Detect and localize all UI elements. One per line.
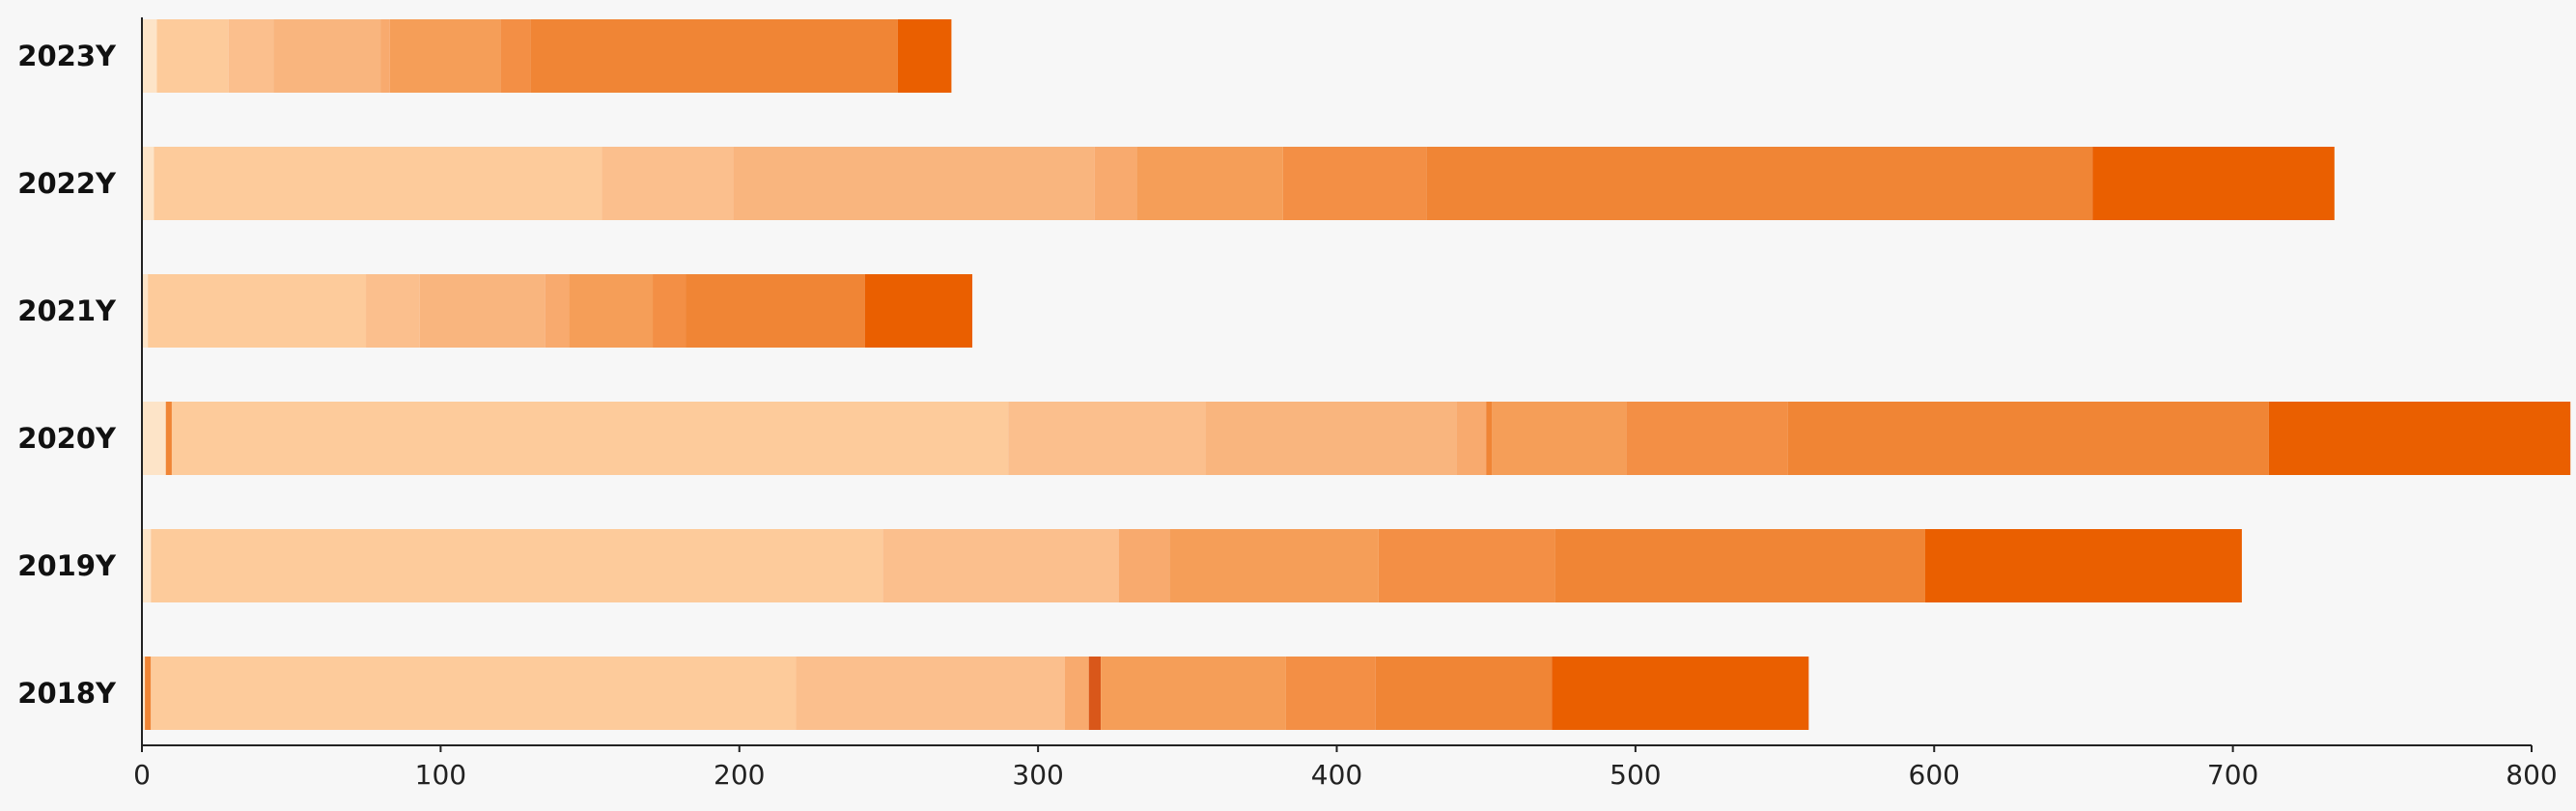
bar-segment-2020Y-7	[1492, 402, 1627, 475]
bar-segment-2018Y-2	[151, 657, 797, 730]
bar-segment-2019Y-3	[1118, 529, 1170, 602]
bar-segment-2020Y-2	[171, 402, 1009, 475]
bar-segment-2020Y-5	[1456, 402, 1487, 475]
bar-segment-2022Y-6	[1282, 147, 1427, 220]
bar-segment-2023Y-7	[530, 19, 898, 93]
bar-segment-2020Y-8	[1626, 402, 1788, 475]
bar-segment-2023Y-5	[389, 19, 501, 93]
bar-segment-2021Y-6	[653, 274, 686, 348]
x-tick-label: 400	[1311, 759, 1362, 791]
bar-segment-2021Y-1	[148, 274, 367, 348]
bar-segment-2019Y-4	[1169, 529, 1379, 602]
bar-segment-2018Y-5	[1088, 657, 1102, 730]
bar-segment-2021Y-8	[864, 274, 973, 348]
bar-segment-2023Y-2	[228, 19, 274, 93]
bar-segment-2018Y-8	[1375, 657, 1553, 730]
bar-segment-2020Y-0	[142, 402, 166, 475]
y-tick-label: 2019Y	[17, 549, 117, 582]
bar-segment-2022Y-2	[602, 147, 734, 220]
bar-segment-2020Y-3	[1008, 402, 1206, 475]
bar-segment-2021Y-7	[686, 274, 865, 348]
x-tick-labels: 0 100 200 300 400 500 600 700 800	[133, 745, 2558, 791]
bar-segment-2022Y-5	[1136, 147, 1283, 220]
x-tick-label: 0	[133, 759, 151, 791]
y-tick-label: 2020Y	[17, 422, 117, 455]
bar-segment-2020Y-9	[1787, 402, 2269, 475]
bar-segment-2020Y-10	[2268, 402, 2571, 475]
bar-segment-2021Y-4	[545, 274, 570, 348]
bar-segment-2019Y-7	[1924, 529, 2242, 602]
bar-segment-2023Y-4	[380, 19, 390, 93]
bar-segment-2018Y-7	[1285, 657, 1376, 730]
bar-segment-2023Y-0	[142, 19, 157, 93]
bar-segment-2021Y-3	[419, 274, 546, 348]
y-tick-labels: 2023Y 2022Y 2021Y 2020Y 2019Y 2018Y	[17, 40, 117, 710]
x-tick-label: 700	[2207, 759, 2258, 791]
bar-segment-2023Y-1	[156, 19, 229, 93]
y-tick-label: 2022Y	[17, 167, 117, 200]
x-tick-label: 200	[714, 759, 765, 791]
bar-segment-2021Y-0	[142, 274, 149, 348]
bar-segment-2023Y-3	[273, 19, 381, 93]
axes-layer	[141, 17, 2532, 746]
y-tick-label: 2018Y	[17, 677, 117, 710]
bar-segment-2020Y-6	[1486, 402, 1493, 475]
x-tick-label: 500	[1610, 759, 1661, 791]
bar-segment-2018Y-4	[1064, 657, 1089, 730]
bar-segment-2022Y-3	[733, 147, 1095, 220]
bar-segment-2018Y-1	[145, 657, 152, 730]
bars-layer	[142, 19, 2571, 730]
bar-segment-2018Y-0	[142, 657, 146, 730]
bar-segment-2022Y-8	[2092, 147, 2335, 220]
x-tick-label: 100	[415, 759, 466, 791]
bar-segment-2022Y-0	[142, 147, 154, 220]
bar-segment-2018Y-9	[1552, 657, 1809, 730]
bar-segment-2023Y-8	[897, 19, 952, 93]
bar-segment-2019Y-0	[142, 529, 152, 602]
bar-segment-2018Y-3	[796, 657, 1065, 730]
bar-segment-2022Y-7	[1426, 147, 2093, 220]
y-tick-label: 2023Y	[17, 40, 117, 72]
bar-segment-2018Y-6	[1101, 657, 1286, 730]
bar-segment-2019Y-5	[1378, 529, 1555, 602]
bar-segment-2021Y-5	[569, 274, 654, 348]
bar-segment-2020Y-4	[1205, 402, 1457, 475]
bar-segment-2022Y-4	[1094, 147, 1137, 220]
x-tick-label: 300	[1012, 759, 1063, 791]
bar-segment-2019Y-1	[151, 529, 883, 602]
x-tick-label: 800	[2506, 759, 2557, 791]
bar-segment-2019Y-2	[882, 529, 1119, 602]
bar-segment-2019Y-6	[1554, 529, 1925, 602]
bar-segment-2023Y-6	[500, 19, 531, 93]
bar-segment-2020Y-1	[165, 402, 172, 475]
bar-segment-2021Y-2	[366, 274, 420, 348]
y-tick-label: 2021Y	[17, 294, 117, 327]
bar-segment-2022Y-1	[154, 147, 602, 220]
x-tick-label: 600	[1909, 759, 1960, 791]
